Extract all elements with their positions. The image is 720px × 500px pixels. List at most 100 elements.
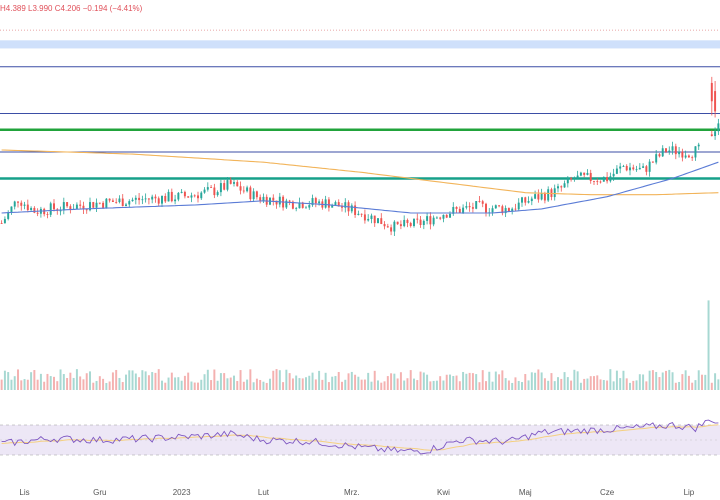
volume-bar <box>141 370 144 390</box>
volume-bar <box>344 379 347 390</box>
candle-body <box>678 151 681 155</box>
volume-bar <box>491 381 494 390</box>
candle-body <box>478 201 481 202</box>
candle-body <box>102 202 105 208</box>
candle-body <box>377 218 379 224</box>
volume-bar <box>399 372 402 390</box>
volume-bar <box>687 375 690 390</box>
volume-bar <box>219 373 222 390</box>
candle-body <box>285 200 288 208</box>
candle-body <box>501 206 504 214</box>
candle-body <box>674 146 677 155</box>
volume-bar <box>236 381 239 390</box>
volume-bar <box>223 373 226 390</box>
candle-body <box>481 201 484 204</box>
volume-bar <box>13 376 16 390</box>
volume-bar <box>26 379 29 390</box>
volume-bar <box>79 376 82 390</box>
volume-bar <box>213 369 216 390</box>
candle-body <box>278 196 281 205</box>
volume-bar <box>380 382 383 390</box>
volume-bar <box>131 370 134 390</box>
level-zone <box>0 40 720 49</box>
x-tick-label: Mrz. <box>344 488 360 497</box>
candle-body <box>540 193 543 200</box>
candle-body <box>295 208 298 210</box>
volume-bar <box>383 381 386 390</box>
volume-bar <box>481 370 484 390</box>
volume-bar <box>10 379 13 390</box>
volume-bar <box>354 374 357 390</box>
volume-bar <box>452 375 455 390</box>
volume-bar <box>105 382 108 390</box>
candle-body <box>599 181 602 183</box>
candle-body <box>85 209 88 211</box>
candle-body <box>53 203 55 210</box>
ma-slow-line <box>1 149 719 196</box>
volume-bar <box>23 379 26 390</box>
candle-body <box>239 186 242 191</box>
candle-body <box>327 199 330 208</box>
candle-body <box>226 180 229 190</box>
candle-body <box>350 205 353 212</box>
volume-bar <box>43 381 46 390</box>
volume-bar <box>377 380 379 390</box>
volume-bar <box>334 376 337 390</box>
candle-body <box>491 208 494 213</box>
rsi-line <box>1 419 719 455</box>
volume-bar <box>75 369 78 390</box>
candle-body <box>10 206 13 213</box>
candle-body <box>714 91 717 112</box>
candle-body <box>125 204 127 207</box>
candle-body <box>609 176 612 182</box>
volume-bar <box>655 371 658 390</box>
candle-body <box>521 197 523 203</box>
volume-bar <box>426 374 429 390</box>
candle-body <box>419 219 422 226</box>
volume-bar <box>337 371 340 390</box>
candle-body <box>311 198 314 206</box>
candle-body <box>645 166 648 172</box>
candle-body <box>180 191 183 193</box>
candle-body <box>30 207 33 211</box>
candle-body <box>291 201 294 209</box>
volume-bar <box>557 377 559 390</box>
volume-bar <box>501 370 504 390</box>
candle-body <box>593 180 595 182</box>
volume-bar <box>589 376 592 390</box>
candle-body <box>174 199 177 202</box>
volume-bar <box>625 378 628 390</box>
volume-bar <box>102 378 105 390</box>
x-tick-label: Maj <box>519 488 532 497</box>
candle-body <box>514 208 517 210</box>
candle-body <box>684 155 687 158</box>
candle-body <box>190 195 193 198</box>
candle-body <box>367 218 370 221</box>
candle-body <box>203 189 206 193</box>
volume-bar <box>341 381 343 390</box>
candle-body <box>363 214 366 221</box>
candle-body <box>206 187 209 190</box>
candle-body <box>26 204 29 211</box>
volume-bar <box>674 382 677 390</box>
volume-bar <box>301 378 304 390</box>
candle-body <box>694 146 697 158</box>
candle-body <box>619 166 622 169</box>
candle-body <box>236 182 239 187</box>
volume-bar <box>485 381 487 390</box>
candle-body <box>49 203 52 215</box>
candle-body <box>115 201 118 203</box>
volume-bar <box>534 372 537 390</box>
candle-body <box>586 172 589 175</box>
volume-bar <box>543 378 546 390</box>
volume-bar <box>701 374 703 390</box>
volume-bar <box>269 378 271 390</box>
candle-body <box>43 208 46 215</box>
candle-body <box>530 198 533 202</box>
volume-bar <box>206 369 209 390</box>
candle-body <box>426 216 429 221</box>
candle-body <box>403 219 406 227</box>
volume-bar <box>422 372 425 390</box>
volume-bar <box>331 376 334 390</box>
